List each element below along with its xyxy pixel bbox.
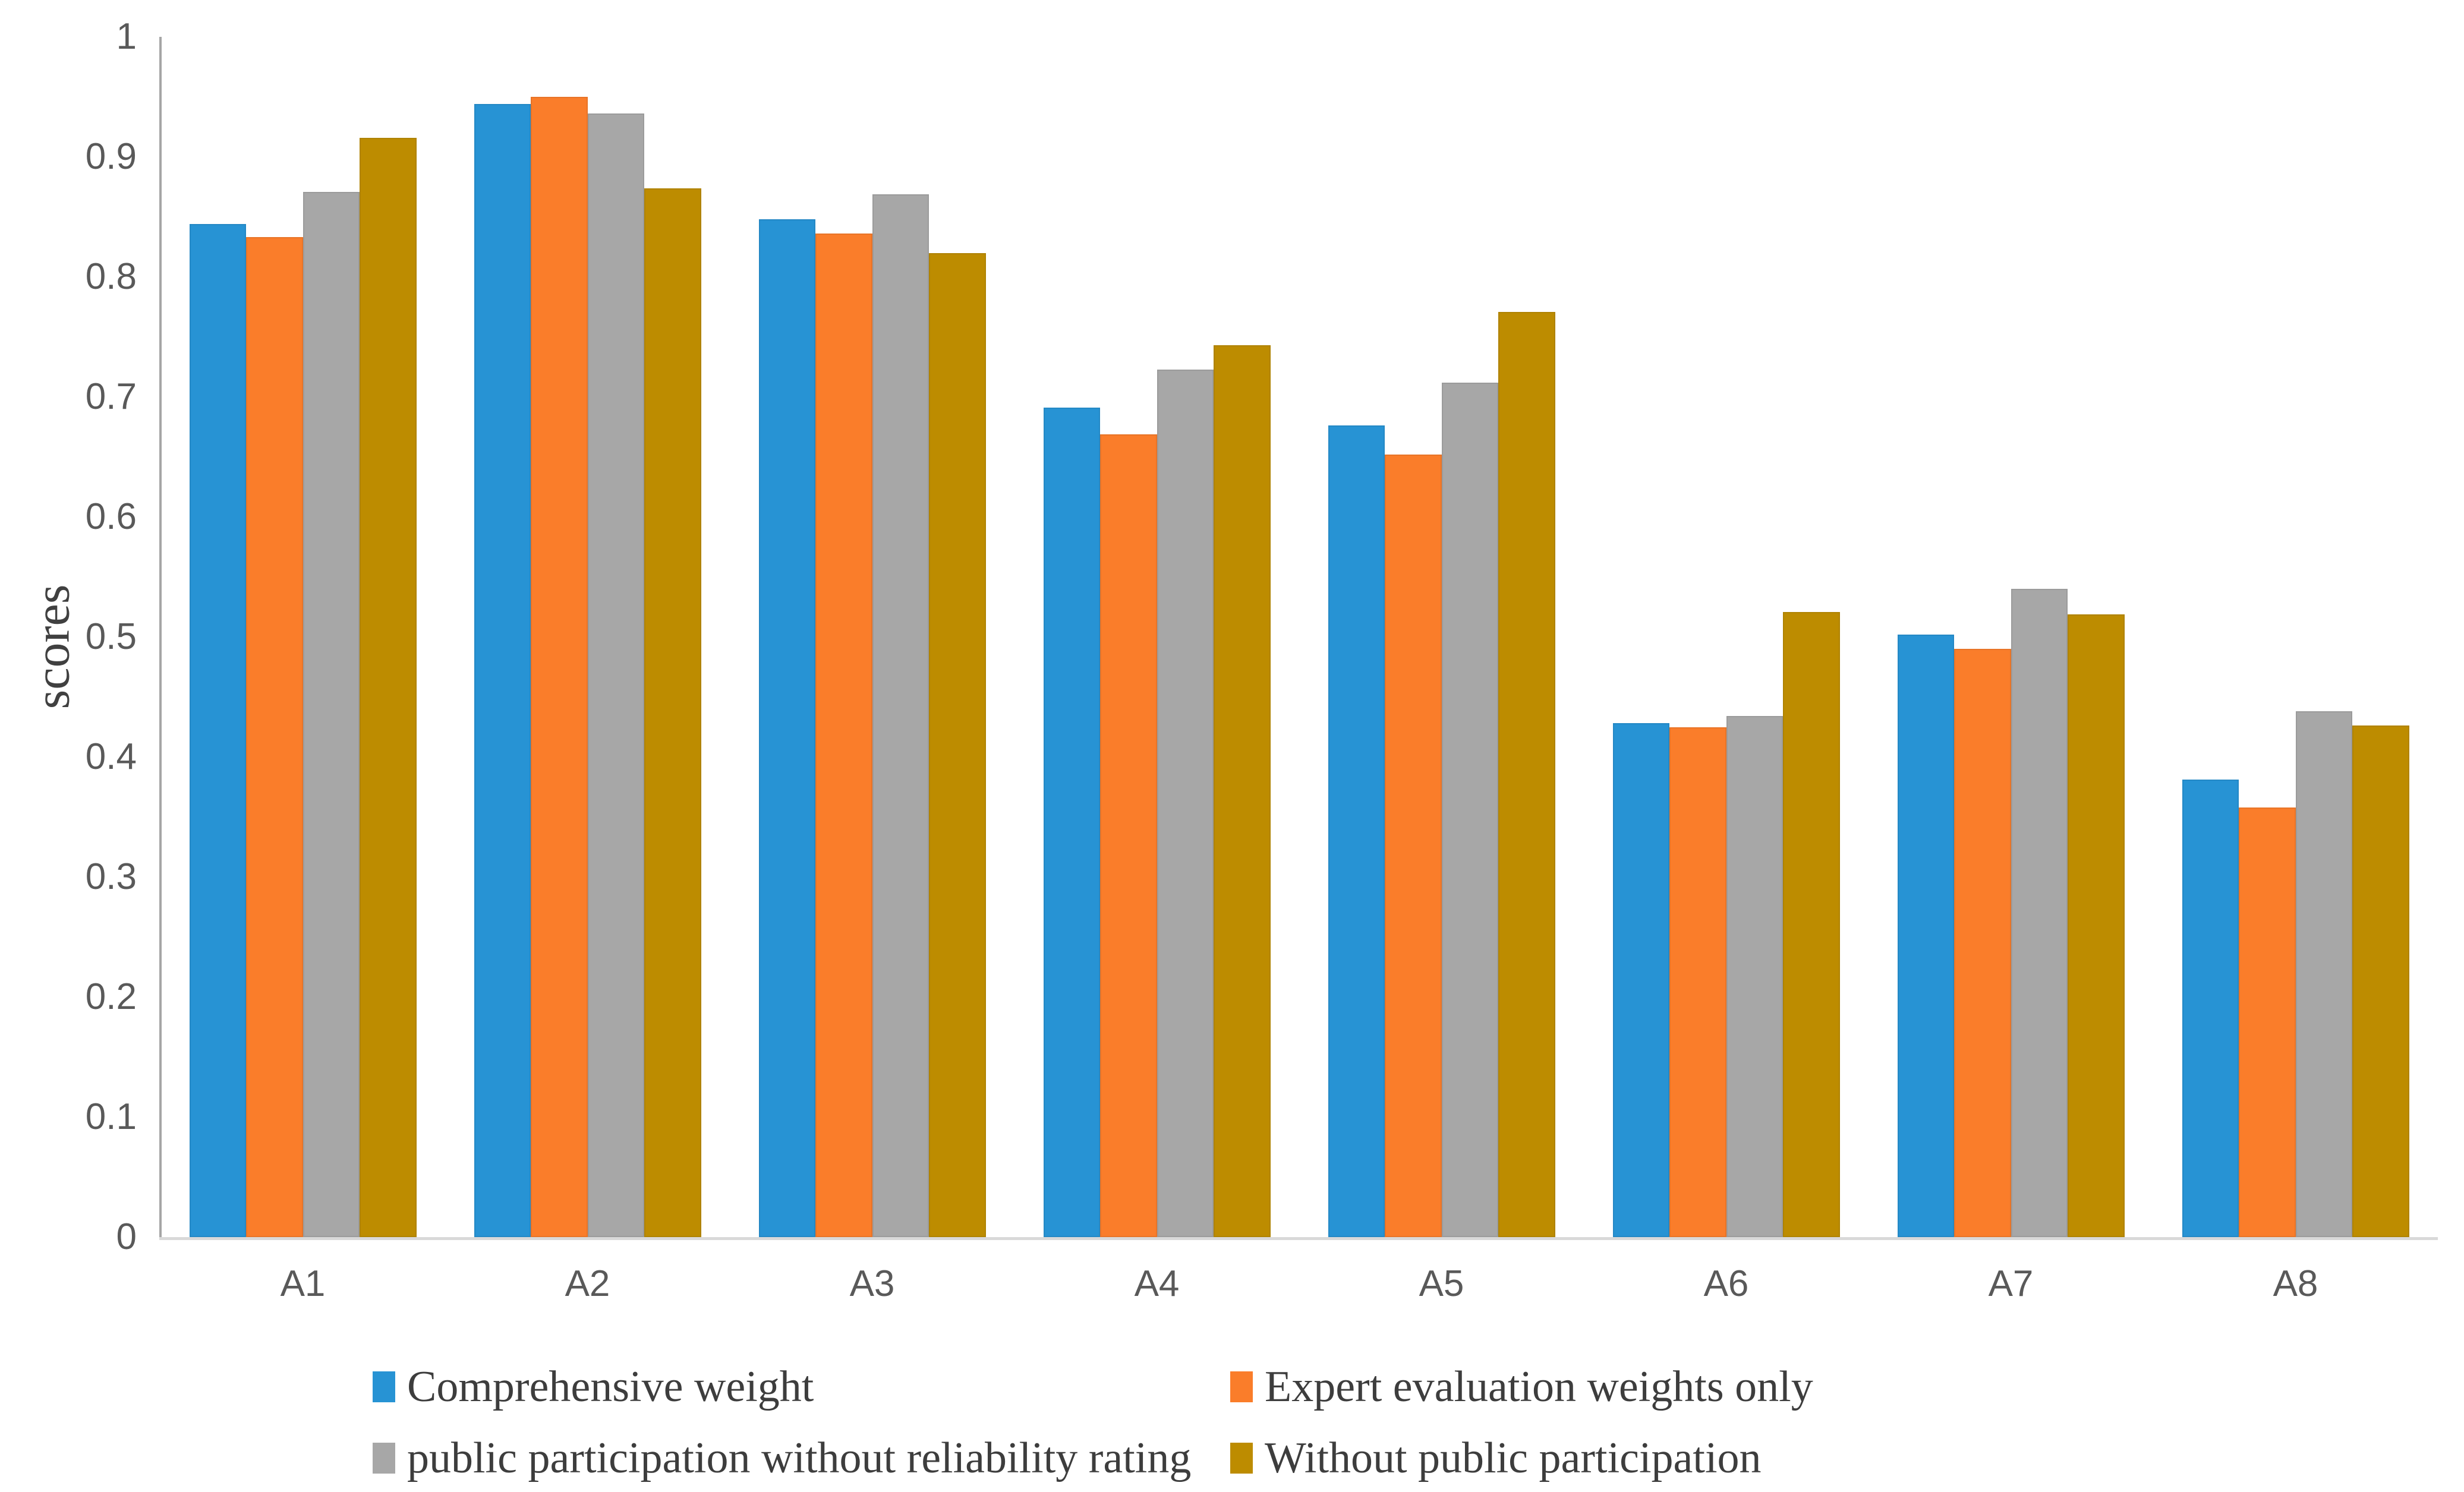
bar-a7-series2	[1954, 649, 2011, 1237]
x-category-label: A8	[2273, 1263, 2318, 1304]
legend-item: Expert evaluation weights only	[1230, 1362, 1813, 1412]
bar-a2-series4	[644, 188, 701, 1237]
bar-a7-series1	[1897, 634, 1954, 1237]
legend-label: Comprehensive weight	[407, 1362, 814, 1411]
bar-a1-series3	[303, 191, 360, 1237]
bar-a5-series1	[1328, 425, 1385, 1237]
legend-label: Without public participation	[1265, 1434, 1762, 1482]
bar-a2-series2	[531, 97, 588, 1237]
bar-a8-series2	[2239, 807, 2296, 1237]
bar-a4-series4	[1214, 345, 1271, 1237]
x-category-label: A7	[1988, 1263, 2034, 1304]
legend-item: public participation without reliability…	[373, 1433, 1191, 1483]
legend-swatch-icon	[373, 1443, 395, 1474]
bar-a3-series4	[929, 253, 986, 1237]
bar-a2-series1	[474, 104, 531, 1237]
bar-a4-series1	[1043, 408, 1100, 1237]
y-tick-label: 0.2	[85, 976, 137, 1017]
y-tick-label: 0.1	[85, 1096, 137, 1137]
y-tick-label: 0.6	[85, 496, 137, 537]
y-tick-label: 0.3	[85, 856, 137, 897]
bar-a6-series2	[1669, 727, 1726, 1237]
legend-label: public participation without reliability…	[407, 1434, 1192, 1482]
bar-a5-series2	[1385, 454, 1442, 1237]
y-tick-label: 0	[116, 1216, 137, 1257]
bar-a7-series3	[2011, 589, 2068, 1237]
legend-swatch-icon	[1230, 1371, 1253, 1402]
x-axis-line	[159, 1237, 2438, 1240]
bar-a6-series1	[1612, 723, 1669, 1237]
y-tick-label: 0.7	[85, 376, 137, 417]
y-tick-label: 0.8	[85, 256, 137, 297]
legend-item: Comprehensive weight	[373, 1362, 814, 1412]
bar-a4-series3	[1157, 369, 1214, 1237]
bar-a3-series3	[872, 194, 929, 1237]
legend-item: Without public participation	[1230, 1433, 1762, 1483]
bar-a3-series2	[815, 234, 872, 1237]
x-category-label: A4	[1134, 1263, 1180, 1304]
bar-a4-series2	[1100, 434, 1157, 1237]
y-tick-label: 0.4	[85, 736, 137, 777]
bar-a1-series1	[189, 224, 246, 1237]
bar-a2-series3	[587, 113, 644, 1237]
x-category-label: A2	[565, 1263, 610, 1304]
x-category-label: A3	[849, 1263, 895, 1304]
bar-a1-series2	[246, 237, 303, 1237]
y-tick-label: 0.9	[85, 136, 137, 177]
x-category-label: A5	[1419, 1263, 1464, 1304]
legend-swatch-icon	[373, 1371, 395, 1402]
bar-a5-series3	[1441, 382, 1498, 1237]
x-category-label: A1	[280, 1263, 326, 1304]
bar-a3-series1	[758, 219, 815, 1237]
bar-a8-series4	[2352, 726, 2409, 1237]
bar-a1-series4	[360, 137, 417, 1237]
x-category-label: A6	[1703, 1263, 1749, 1304]
bar-a7-series4	[2068, 614, 2125, 1237]
bar-a6-series4	[1783, 611, 1840, 1237]
y-tick-label: 0.5	[85, 616, 137, 657]
legend-label: Expert evaluation weights only	[1265, 1362, 1813, 1411]
legend-swatch-icon	[1230, 1443, 1253, 1474]
y-tick-label: 1	[116, 16, 137, 57]
y-axis-line	[159, 37, 162, 1238]
bar-a8-series1	[2182, 780, 2239, 1237]
bar-a6-series3	[1726, 716, 1783, 1237]
bar-a8-series3	[2295, 711, 2352, 1237]
bar-a5-series4	[1498, 311, 1555, 1237]
